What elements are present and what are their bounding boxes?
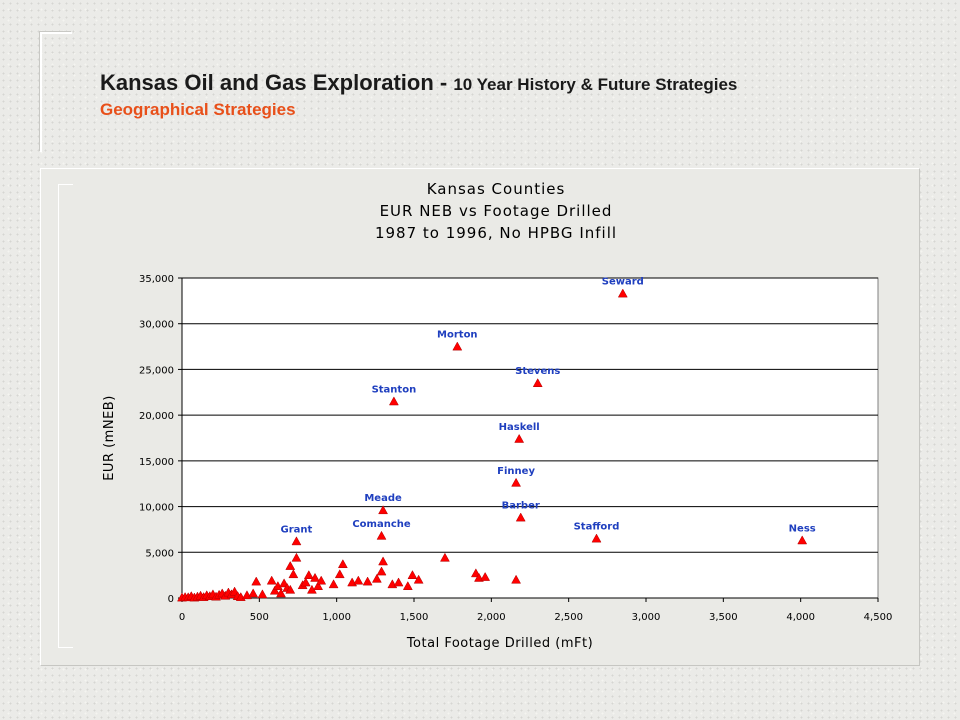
plot-area <box>181 277 879 599</box>
page-title-sub: 10 Year History & Future Strategies <box>453 75 738 94</box>
y-tick-label: 20,000 <box>139 411 174 422</box>
point-label-meade: Meade <box>364 493 402 504</box>
x-tick-label: 3,000 <box>632 612 661 623</box>
point-label-haskell: Haskell <box>499 422 540 433</box>
y-axis-label: EUR (mNEB) <box>102 395 117 481</box>
chart-title-line: 1987 to 1996, No HPBG Infill <box>375 224 617 242</box>
data-point-seward <box>617 288 628 298</box>
data-point <box>285 560 296 570</box>
data-point <box>407 570 418 579</box>
data-point <box>248 588 259 598</box>
chart-bracket <box>58 184 73 648</box>
data-point <box>413 574 424 584</box>
x-tick-label: 500 <box>250 612 269 623</box>
data-point <box>269 585 280 595</box>
y-tick-label: 35,000 <box>139 274 174 285</box>
data-point-morton <box>452 341 463 351</box>
data-point <box>480 571 491 581</box>
data-point <box>276 588 286 598</box>
data-point-comanche <box>376 530 387 540</box>
data-point-stafford <box>591 533 602 543</box>
x-tick-label: 4,000 <box>786 612 815 623</box>
chart-title-line: EUR NEB vs Footage Drilled <box>380 202 613 220</box>
page-subtitle: Geographical Strategies <box>100 100 296 119</box>
point-label-finney: Finney <box>497 466 535 477</box>
data-point <box>251 576 262 586</box>
data-point-stanton <box>388 396 399 406</box>
data-point <box>285 584 296 594</box>
data-point-ness <box>797 535 808 545</box>
data-point-stevens <box>532 378 543 387</box>
data-point <box>328 579 339 589</box>
data-point <box>288 569 299 579</box>
data-point <box>266 575 277 585</box>
x-tick-label: 1,500 <box>400 612 429 623</box>
x-tick-label: 1,000 <box>322 612 351 623</box>
point-label-morton: Morton <box>437 330 478 341</box>
data-point <box>291 552 302 562</box>
y-tick-label: 25,000 <box>139 365 174 376</box>
data-point-haskell <box>514 433 525 443</box>
y-tick-label: 5,000 <box>145 548 174 559</box>
y-tick-label: 15,000 <box>139 457 174 468</box>
title-block: Kansas Oil and Gas Exploration - 10 Year… <box>100 70 940 120</box>
point-label-comanche: Comanche <box>352 519 411 530</box>
page-title: Kansas Oil and Gas Exploration - 10 Year… <box>100 70 940 96</box>
point-label-barber: Barber <box>502 501 540 512</box>
page-title-main: Kansas Oil and Gas Exploration - <box>100 70 454 95</box>
x-tick-label: 4,500 <box>864 612 893 623</box>
x-tick-label: 0 <box>179 612 185 623</box>
data-point <box>334 569 345 579</box>
data-point <box>376 566 387 576</box>
x-tick-label: 3,500 <box>709 612 738 623</box>
data-point <box>316 575 327 585</box>
data-point <box>393 577 404 587</box>
point-label-grant: Grant <box>281 524 313 535</box>
data-point <box>353 575 364 585</box>
chart-title-line: Kansas Counties <box>427 180 566 198</box>
data-point <box>257 589 268 599</box>
point-label-stafford: Stafford <box>574 522 620 533</box>
data-point <box>303 570 314 579</box>
point-label-stanton: Stanton <box>372 384 417 395</box>
data-point <box>378 556 388 566</box>
data-point <box>440 552 450 562</box>
data-point <box>300 577 311 587</box>
title-bracket <box>40 32 72 152</box>
y-tick-label: 0 <box>168 594 174 605</box>
x-tick-label: 2,000 <box>477 612 506 623</box>
data-point <box>337 559 348 569</box>
data-point <box>313 581 324 590</box>
y-tick-label: 30,000 <box>139 320 174 331</box>
point-label-stevens: Stevens <box>515 366 560 377</box>
data-point-grant <box>291 536 302 546</box>
data-point <box>402 581 413 590</box>
data-point-meade <box>378 505 388 515</box>
point-label-ness: Ness <box>789 523 816 534</box>
data-point <box>371 573 382 583</box>
data-point <box>362 576 373 586</box>
x-tick-label: 2,500 <box>554 612 583 623</box>
point-label-seward: Seward <box>602 277 644 288</box>
data-point <box>511 574 522 584</box>
data-point-barber <box>515 512 526 522</box>
x-axis-label: Total Footage Drilled (mFt) <box>406 636 593 651</box>
y-tick-label: 10,000 <box>139 503 174 514</box>
data-point <box>310 572 320 582</box>
data-point-finney <box>511 477 522 487</box>
